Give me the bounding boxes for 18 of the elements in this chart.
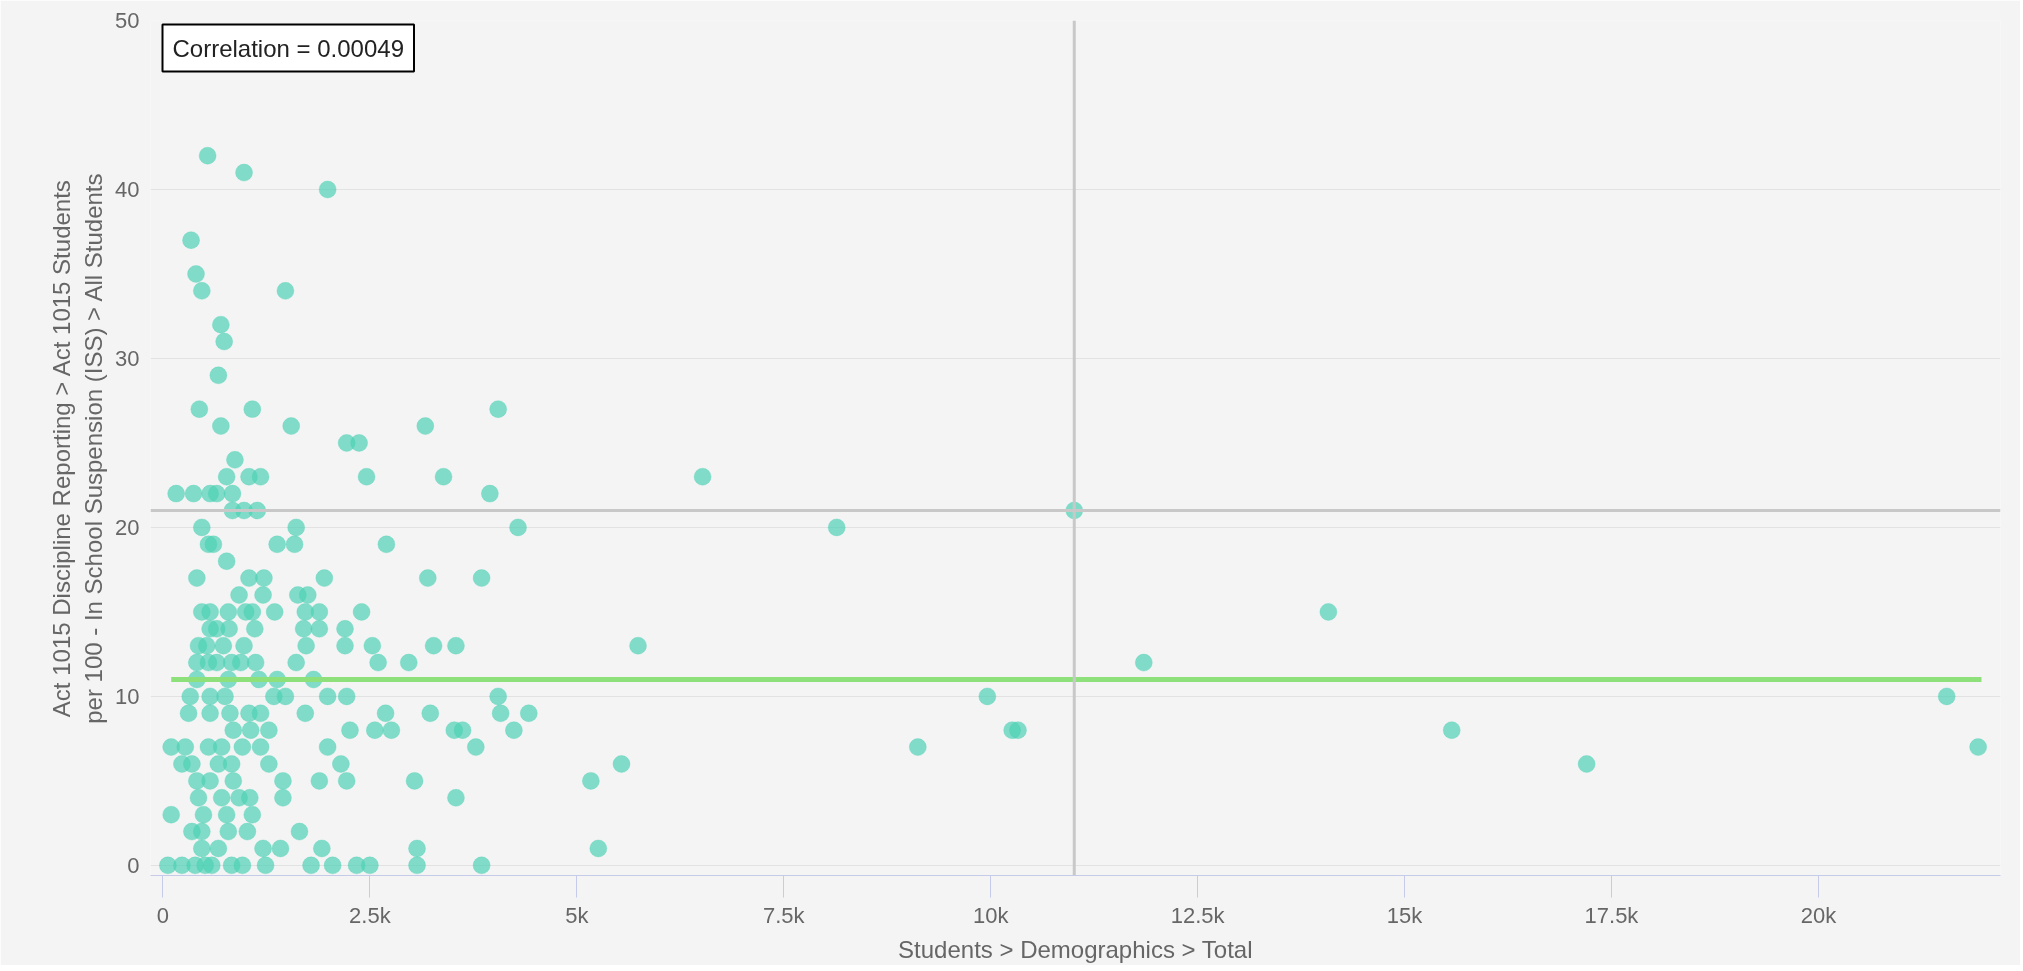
- y-tick-label: 0: [127, 852, 140, 878]
- y-tick-label: 40: [115, 176, 140, 202]
- y-tick-label: 50: [115, 8, 140, 33]
- y-tick-label: 20: [115, 514, 140, 540]
- x-tick-label: 0: [156, 902, 170, 928]
- x-tick-label: 10k: [972, 902, 1010, 928]
- x-tick-label: 7.5k: [762, 902, 806, 928]
- x-tick-label: 12.5k: [1170, 902, 1226, 928]
- y-axis-title: Act 1015 Discipline Reporting > Act 1015 Students per 100 - In School Suspension (ISS) > All Students: [47, 173, 108, 724]
- x-tick-label: 2.5k: [349, 902, 392, 928]
- x-tick-label: 15k: [1386, 902, 1424, 928]
- annotation: Correlation = 0.00049: [172, 34, 404, 62]
- x-tick-label: 5k: [565, 902, 590, 928]
- y-tick-label: 10: [115, 683, 140, 709]
- x-tick-label: 20k: [1800, 902, 1838, 928]
- x-tick-label: 17.5k: [1584, 902, 1640, 928]
- y-tick-label: 30: [115, 345, 140, 371]
- x-axis-title: Students > Demographics > Total: [898, 935, 1253, 963]
